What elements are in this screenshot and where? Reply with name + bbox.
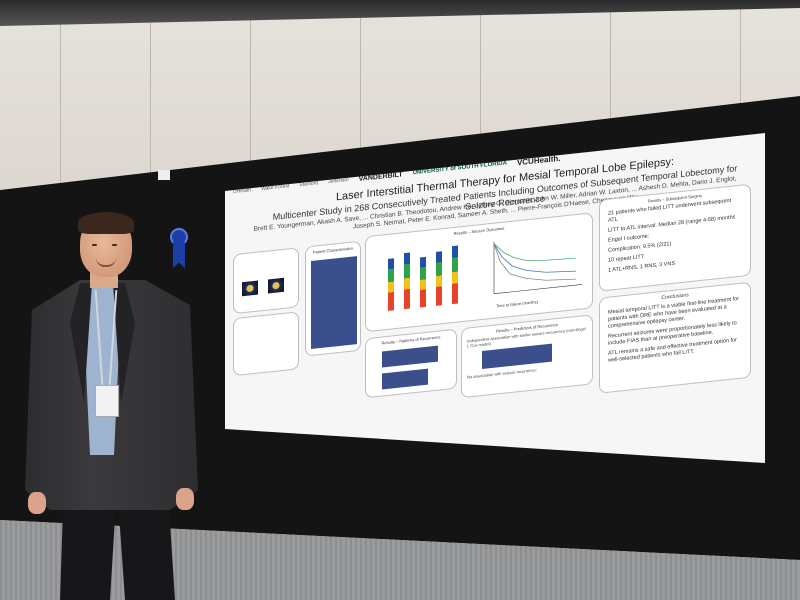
kaplan-meier-plot (493, 241, 582, 295)
hair (78, 212, 134, 234)
wall-seam (250, 0, 251, 300)
smile (96, 258, 116, 267)
name-badge (95, 385, 119, 417)
research-poster: UHealth Wake Forest Stanford Jefferson V… (225, 133, 765, 463)
poster-content: UHealth Wake Forest Stanford Jefferson V… (225, 133, 765, 463)
wall-seam (60, 0, 61, 300)
award-ribbon (170, 228, 188, 268)
eye (112, 244, 117, 246)
wall-seam (150, 0, 151, 300)
right-hand (176, 488, 194, 510)
seizure-outcomes-box: Results – Seizure Outcomes Time to failu… (365, 212, 593, 333)
eye (92, 244, 97, 246)
booth-number-tag (158, 170, 170, 180)
left-hand (28, 492, 46, 514)
ribbon-tail (173, 242, 185, 268)
